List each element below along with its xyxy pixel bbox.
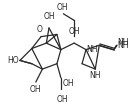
Text: OH: OH	[30, 85, 42, 94]
Text: OH: OH	[68, 27, 80, 36]
Text: O: O	[36, 25, 42, 33]
Text: NH: NH	[117, 38, 129, 47]
Text: OH: OH	[57, 95, 69, 104]
Text: OH: OH	[63, 79, 75, 88]
Text: OH: OH	[56, 3, 68, 12]
Text: HO: HO	[8, 56, 19, 65]
Text: NH: NH	[86, 45, 97, 54]
Text: NH: NH	[90, 71, 101, 80]
Text: NH: NH	[118, 41, 129, 50]
Text: OH: OH	[43, 12, 55, 21]
Text: 2: 2	[121, 38, 124, 43]
